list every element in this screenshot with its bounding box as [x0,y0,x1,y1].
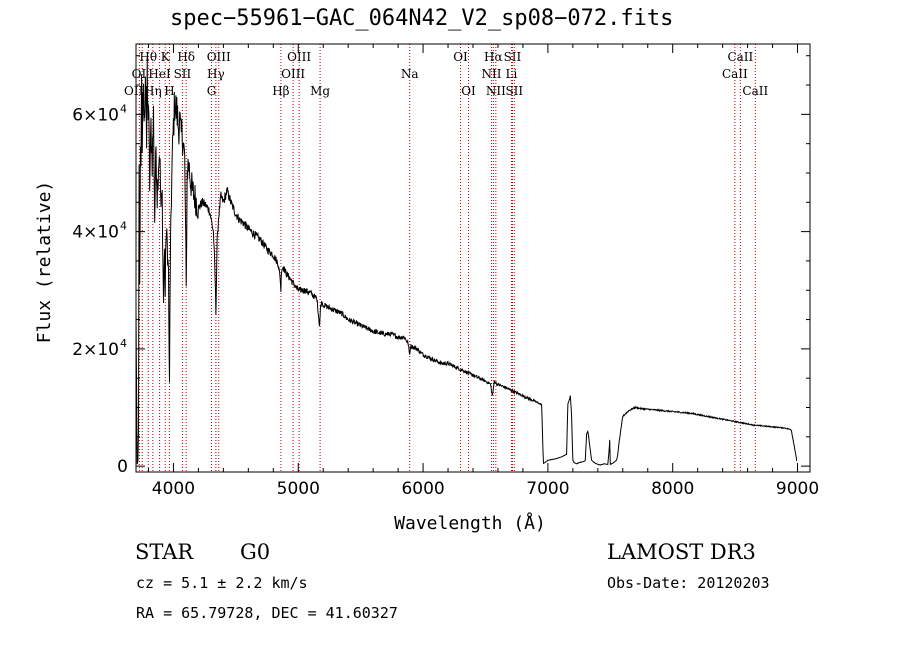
line-label: Na [401,67,419,81]
line-label: CaII [742,84,768,98]
emission-line-markers: OIIOIHθHηHeIKHSIIHδGHγOIIIHβOIIIOIIIMgNa… [124,44,768,472]
x-tick-label: 6000 [401,479,444,499]
line-label: CaII [722,67,748,81]
line-label: NII [486,84,506,98]
line-label: G [207,84,217,98]
spectral-subclass: G0 [240,540,271,564]
line-label: Li [506,67,518,81]
line-label: K [161,50,171,64]
line-label: OIII [207,50,231,64]
x-tick-label: 7000 [526,479,569,499]
line-label: NII [481,67,501,81]
y-tick-label: 6×10 [72,105,119,125]
y-tick-exponent: 4 [120,102,127,115]
line-label: OIII [281,67,305,81]
observation-date: Obs-Date: 20120203 [607,574,770,592]
line-label: HeI [148,67,171,81]
spectrum-line [135,57,798,466]
plot-frame [135,43,811,473]
x-tick-label: 5000 [277,479,320,499]
line-label: Hη [144,84,162,98]
line-label: Mg [310,84,330,98]
line-label: Hθ [139,50,157,64]
y-tick-label: 0 [117,457,128,477]
x-tick-label: 8000 [651,479,694,499]
line-label: Hγ [207,67,225,81]
y-tick-exponent: 4 [120,337,127,350]
chart-title: spec−55961−GAC_064N42_V2_sp08−072.fits [170,6,674,31]
x-tick-label: 4000 [152,479,195,499]
y-tick-exponent: 4 [120,220,127,233]
line-label: OI [461,84,476,98]
line-label: OII [124,84,144,98]
y-axis-label: Flux (relative) [34,181,55,344]
line-label: H [164,84,174,98]
line-label: Hδ [177,50,195,64]
y-tick-label: 4×10 [72,223,119,243]
line-label: SII [504,50,522,64]
line-label: OI [453,50,468,64]
y-tick-label: 2×10 [72,340,119,360]
line-label: OI [132,67,147,81]
line-label: SII [174,67,192,81]
redshift-value: cz = 5.1 ± 2.2 km/s [136,574,308,592]
x-tick-label: 9000 [776,479,819,499]
line-label: SII [505,84,523,98]
line-label: OIII [287,50,311,64]
x-axis-label: Wavelength (Å) [394,512,546,534]
line-label: Hα [484,50,503,64]
survey-name: LAMOST DR3 [607,540,756,564]
coordinates: RA = 65.79728, DEC = 41.60327 [136,604,398,622]
object-class: STAR [135,540,194,564]
line-label: Hβ [272,84,289,98]
line-label: CaII [727,50,753,64]
